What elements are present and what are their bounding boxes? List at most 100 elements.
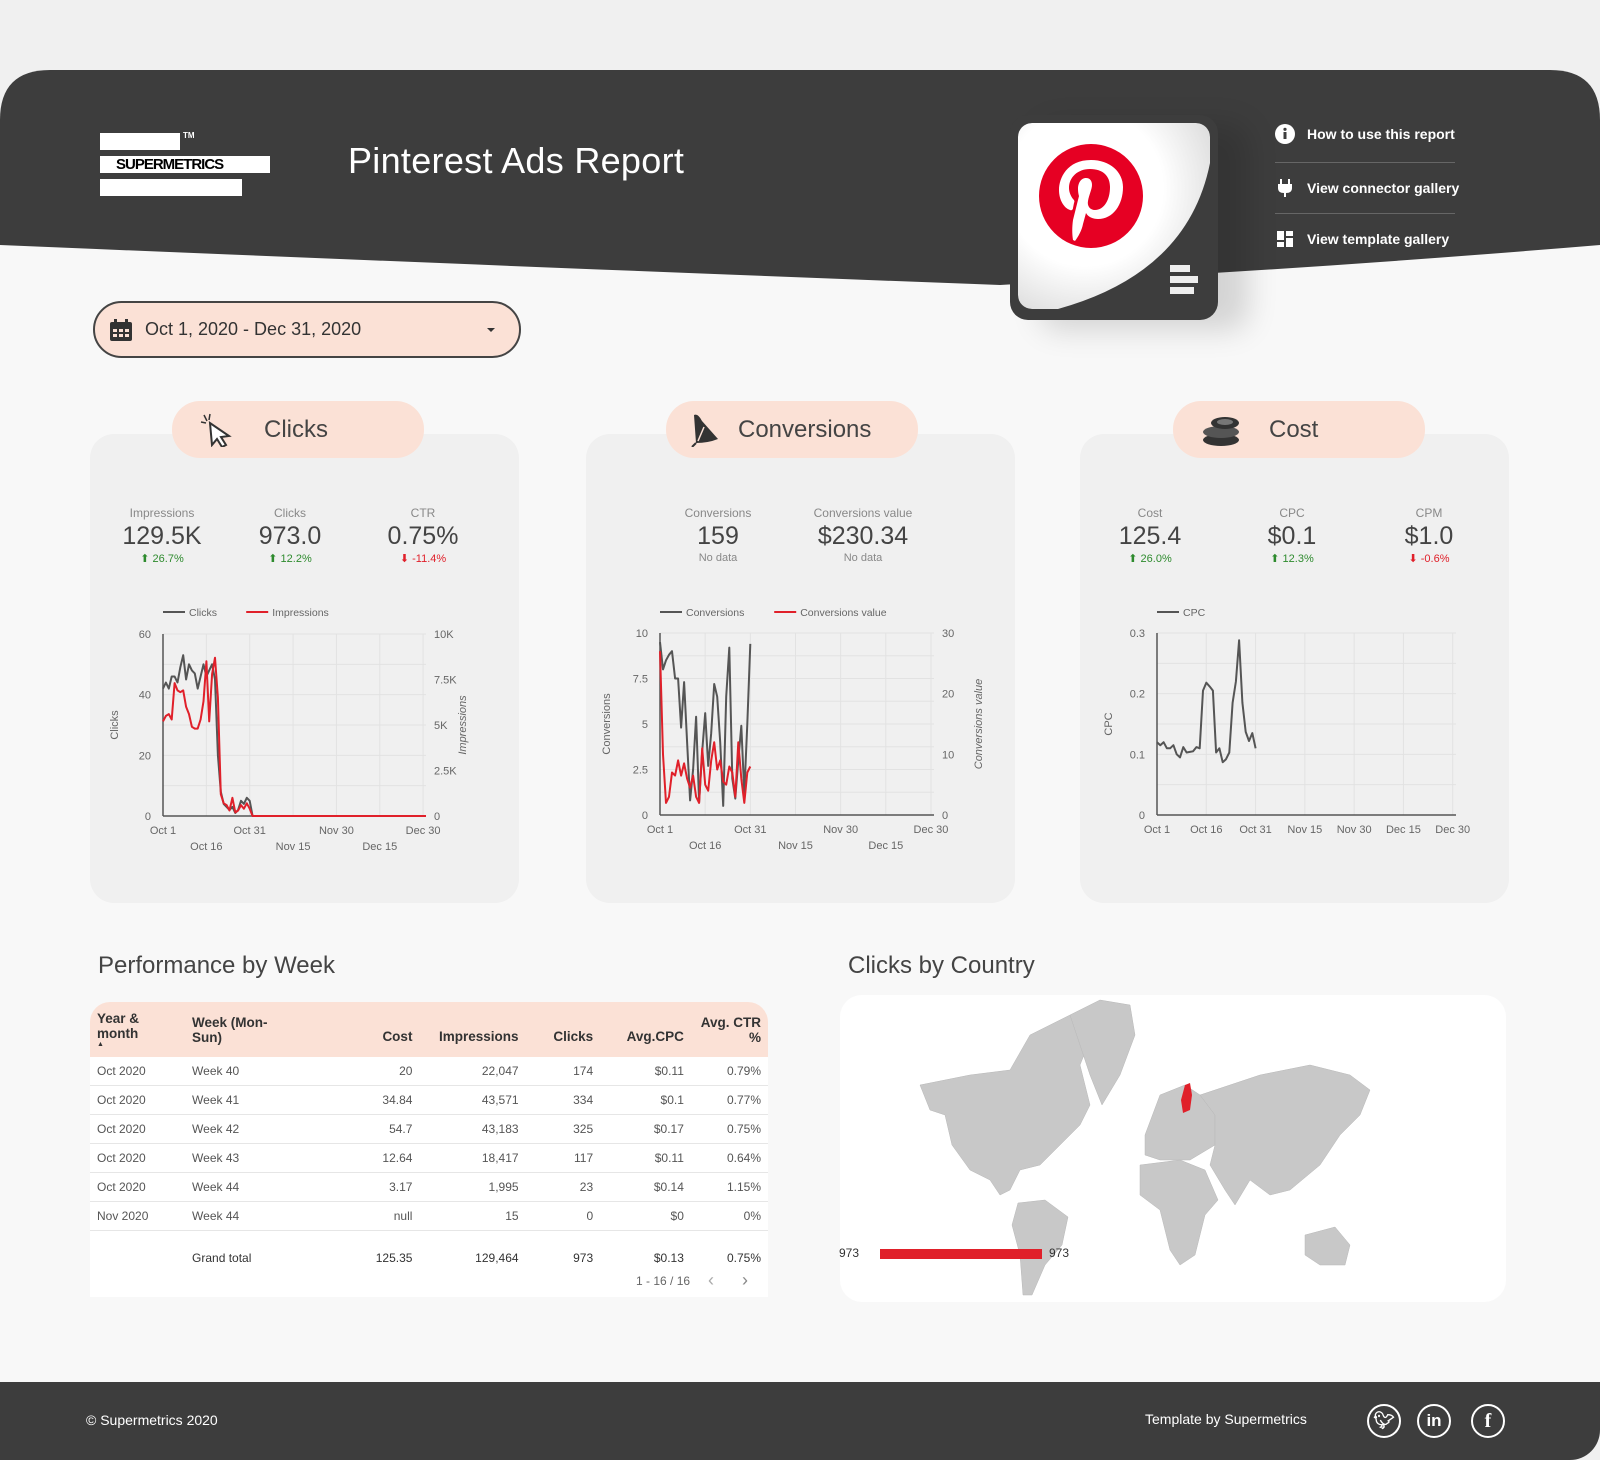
asia	[1199, 1064, 1371, 1206]
table-cell: 0%	[743, 1209, 762, 1223]
series-line-conversions-value	[659, 651, 752, 804]
table-cell: null	[393, 1209, 413, 1223]
column-header[interactable]: Avg.CPC	[626, 1029, 684, 1044]
table-cell: $0.14	[653, 1180, 684, 1194]
legend-label: Impressions	[272, 607, 329, 619]
pagination-label: 1 - 16 / 16	[636, 1274, 691, 1288]
column-header[interactable]: Clicks	[553, 1029, 594, 1044]
card-title: Cost	[1269, 415, 1319, 443]
table-cell: 117	[573, 1151, 594, 1165]
kpi-cost: Cost 125.4 ⬆ 26.0%	[1118, 506, 1182, 565]
table-row: Oct 2020 Week 42 54.7 43,183 325 $0.17 0.75%	[90, 1115, 768, 1144]
template-gallery-link[interactable]: View template gallery	[1275, 229, 1449, 249]
performance-title: Performance by Week	[98, 952, 335, 979]
y-tick-label: 7.5	[633, 674, 648, 686]
total-cell: 129,464	[475, 1250, 519, 1265]
how-to-use-link[interactable]: How to use this report	[1275, 124, 1455, 144]
link-label: View connector gallery	[1307, 180, 1460, 196]
x-tick-label: Oct 16	[190, 841, 222, 853]
table-row: Nov 2020 Week 44 null 15 0 $0 0%	[90, 1202, 768, 1231]
series-line-conversions	[659, 641, 752, 807]
table-cell: Week 43	[192, 1151, 240, 1165]
table-cell: 18,417	[481, 1151, 519, 1165]
total-cell: 125.35	[375, 1250, 413, 1265]
table-cell: 0.79%	[726, 1064, 762, 1078]
table-cell: 1,995	[488, 1180, 519, 1194]
total-cell: Grand total	[192, 1250, 252, 1265]
divider	[1275, 213, 1455, 214]
table-cell: Oct 2020	[97, 1151, 146, 1165]
column-header[interactable]: Cost	[382, 1029, 413, 1044]
table-total-row: Grand total 125.35 129,464 973 $0.13 0.75%	[90, 1243, 768, 1272]
cost-card: Cost 125.4 ⬆ 26.0% CPC $0.1 ⬆ 12.3% CPM $1.0 ⬇…	[1080, 434, 1509, 903]
table-row: Oct 2020 Week 44 3.17 1,995 23 $0.14 1.15%	[90, 1173, 768, 1202]
clicks-card: Impressions 129.5K ⬆ 26.7% Clicks 973.0 ⬆ 12…	[90, 434, 519, 903]
world-map	[919, 999, 1371, 1296]
y-right-tick-label: 0	[942, 810, 948, 822]
north-america	[919, 1014, 1091, 1196]
connector-gallery-link[interactable]: View connector gallery	[1275, 178, 1459, 198]
y-right-tick-label: 5K	[434, 720, 448, 732]
info-icon	[1275, 124, 1295, 144]
x-tick-label: Oct 16	[1190, 824, 1222, 836]
cost-section-header: Cost	[1173, 401, 1425, 458]
conversions-chart: 0 2.5 5 7.5 10 0 10 20 30 Conversions value Conver…	[601, 607, 985, 852]
clicks-impressions-chart: 0 20 40 60 0 2.5K 5K 7.5K 10K Impressions Clicks Oc…	[109, 607, 469, 853]
y-tick-label: 60	[139, 629, 151, 641]
table-cell: 3.17	[389, 1180, 413, 1194]
performance-table: Year & month ▲ Week (Mon-Sun) Cost Impressio…	[90, 1002, 768, 1297]
greenland	[1069, 999, 1136, 1106]
y-right-tick-label: 20	[942, 689, 954, 701]
x-tick-label: Oct 31	[234, 825, 266, 837]
twitter-icon[interactable]: 🐦︎	[1367, 1404, 1401, 1438]
column-header[interactable]: Impressions	[439, 1029, 519, 1044]
y-right-tick-label: 2.5K	[434, 766, 457, 778]
y-tick-label: 40	[139, 690, 151, 702]
footer: © Supermetrics 2020 Template by Supermet…	[0, 1382, 1600, 1460]
supermetrics-logo[interactable]: TM SUPERMETRICS	[100, 131, 270, 197]
table-cell: Oct 2020	[97, 1064, 146, 1078]
y-tick-label: 5	[642, 719, 648, 731]
table-cell: 0.77%	[726, 1093, 762, 1107]
table-cell: Week 40	[192, 1064, 240, 1078]
table-cell: 15	[505, 1209, 519, 1223]
facebook-icon[interactable]: f	[1471, 1404, 1505, 1438]
pinterest-connector-tile	[1010, 115, 1218, 320]
cpc-chart: 0 0.1 0.2 0.3 CPC Oct 1 Oct 16 Oct 31 Nov 15 Nov …	[1103, 607, 1470, 836]
column-header[interactable]: Year & month ▲	[97, 1011, 140, 1048]
prev-page-button[interactable]: ‹	[708, 1270, 714, 1290]
coins-icon	[1203, 416, 1239, 446]
table-row: Oct 2020 Week 43 12.64 18,417 117 $0.11 0.64%	[90, 1144, 768, 1173]
x-tick-label: Dec 30	[406, 825, 441, 837]
card-title: Conversions	[738, 415, 872, 443]
column-header[interactable]: Week (Mon-Sun)	[192, 1014, 268, 1045]
column-header[interactable]: Avg. CTR %	[700, 1014, 762, 1045]
y-tick-label: 0	[642, 810, 648, 822]
south-america	[1011, 1199, 1069, 1296]
date-range-picker[interactable]: Oct 1, 2020 - Dec 31, 2020	[93, 301, 521, 358]
series-line-cpc	[1156, 639, 1257, 764]
table-cell: 334	[573, 1093, 594, 1107]
table-cell: 0	[586, 1209, 594, 1223]
x-tick-label: Nov 30	[1337, 824, 1372, 836]
x-tick-label: Dec 30	[914, 824, 949, 836]
linkedin-icon[interactable]: in	[1417, 1404, 1451, 1438]
table-cell: Oct 2020	[97, 1093, 146, 1107]
table-row: Oct 2020 Week 40 20 22,047 174 $0.11 0.79%	[90, 1057, 768, 1086]
y-axis-title: CPC	[1103, 712, 1115, 735]
chevron-down-icon	[487, 328, 495, 332]
table-cell: 12.64	[382, 1151, 413, 1165]
next-page-button[interactable]: ›	[742, 1270, 748, 1290]
x-tick-label: Oct 1	[150, 825, 176, 837]
x-tick-label: Nov 15	[276, 841, 311, 853]
table-cell: $0	[670, 1209, 684, 1223]
series-line-clicks	[162, 654, 426, 817]
y-right-tick-label: 0	[434, 811, 440, 823]
y-tick-label: 2.5	[633, 765, 648, 777]
table-row-partial	[90, 1231, 768, 1243]
total-cell: $0.13	[653, 1250, 684, 1265]
sort-asc-icon: ▲	[97, 1041, 104, 1048]
x-tick-label: Dec 15	[868, 840, 903, 852]
kpi-ctr: CTR 0.75% ⬇ -11.4%	[387, 506, 459, 565]
table-cell: 22,047	[481, 1064, 519, 1078]
